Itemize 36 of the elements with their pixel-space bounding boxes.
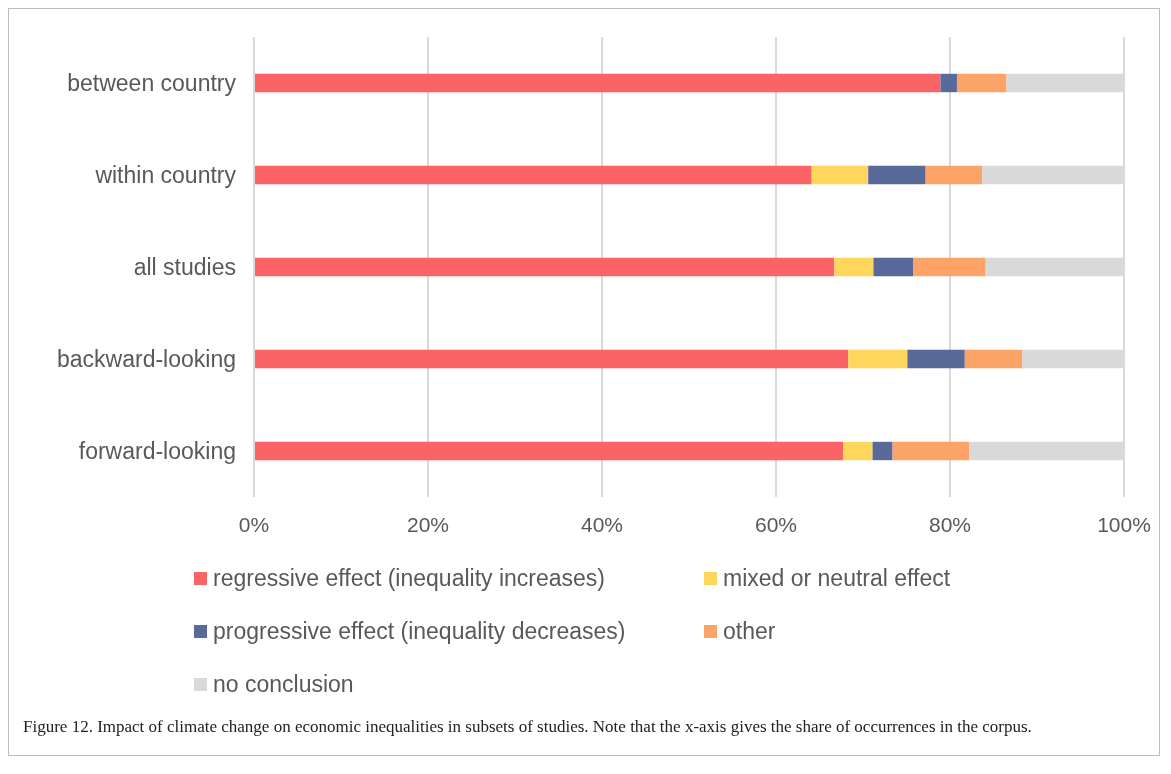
legend-label: mixed or neutral effect [723, 565, 951, 592]
x-tick-label: 20% [406, 512, 450, 536]
bar [842, 441, 873, 461]
x-tick-label: 60% [754, 512, 798, 536]
x-tick-label: 0% [238, 512, 270, 536]
legend-label: other [723, 618, 776, 645]
legend-label: regressive effect (inequality increases) [213, 565, 606, 592]
x-tick-label: 100% [1097, 512, 1151, 536]
x-tick-label: 80% [928, 512, 972, 536]
legend-label: progressive effect (inequality decreases) [213, 618, 626, 645]
bar [940, 73, 957, 93]
bar [254, 349, 849, 369]
caption: Figure 12. Impact of climate change on economic inequalities in subsets of studies. Note that the x-axis gives the share of occurrences in the corpus. [22, 716, 1033, 738]
bar [907, 349, 965, 369]
bar [956, 73, 1007, 93]
y-tick-label: forward-looking [78, 438, 236, 465]
bar [848, 349, 908, 369]
bar [925, 165, 983, 185]
bar [254, 441, 843, 461]
bar [811, 165, 869, 185]
bar [254, 73, 941, 93]
y-tick-label: all studies [133, 254, 236, 281]
x-tick-label: 40% [580, 512, 624, 536]
bar [872, 441, 893, 461]
bar [892, 441, 970, 461]
bar [913, 257, 986, 277]
bar [254, 257, 835, 277]
bar [834, 257, 874, 277]
bar [254, 165, 812, 185]
y-tick-label: between country [67, 70, 237, 97]
bar [873, 257, 914, 277]
bar [868, 165, 926, 185]
bar [964, 349, 1023, 369]
y-tick-label: backward-looking [57, 346, 236, 373]
legend-label: no conclusion [213, 671, 354, 698]
y-tick-label: within country [94, 162, 237, 189]
